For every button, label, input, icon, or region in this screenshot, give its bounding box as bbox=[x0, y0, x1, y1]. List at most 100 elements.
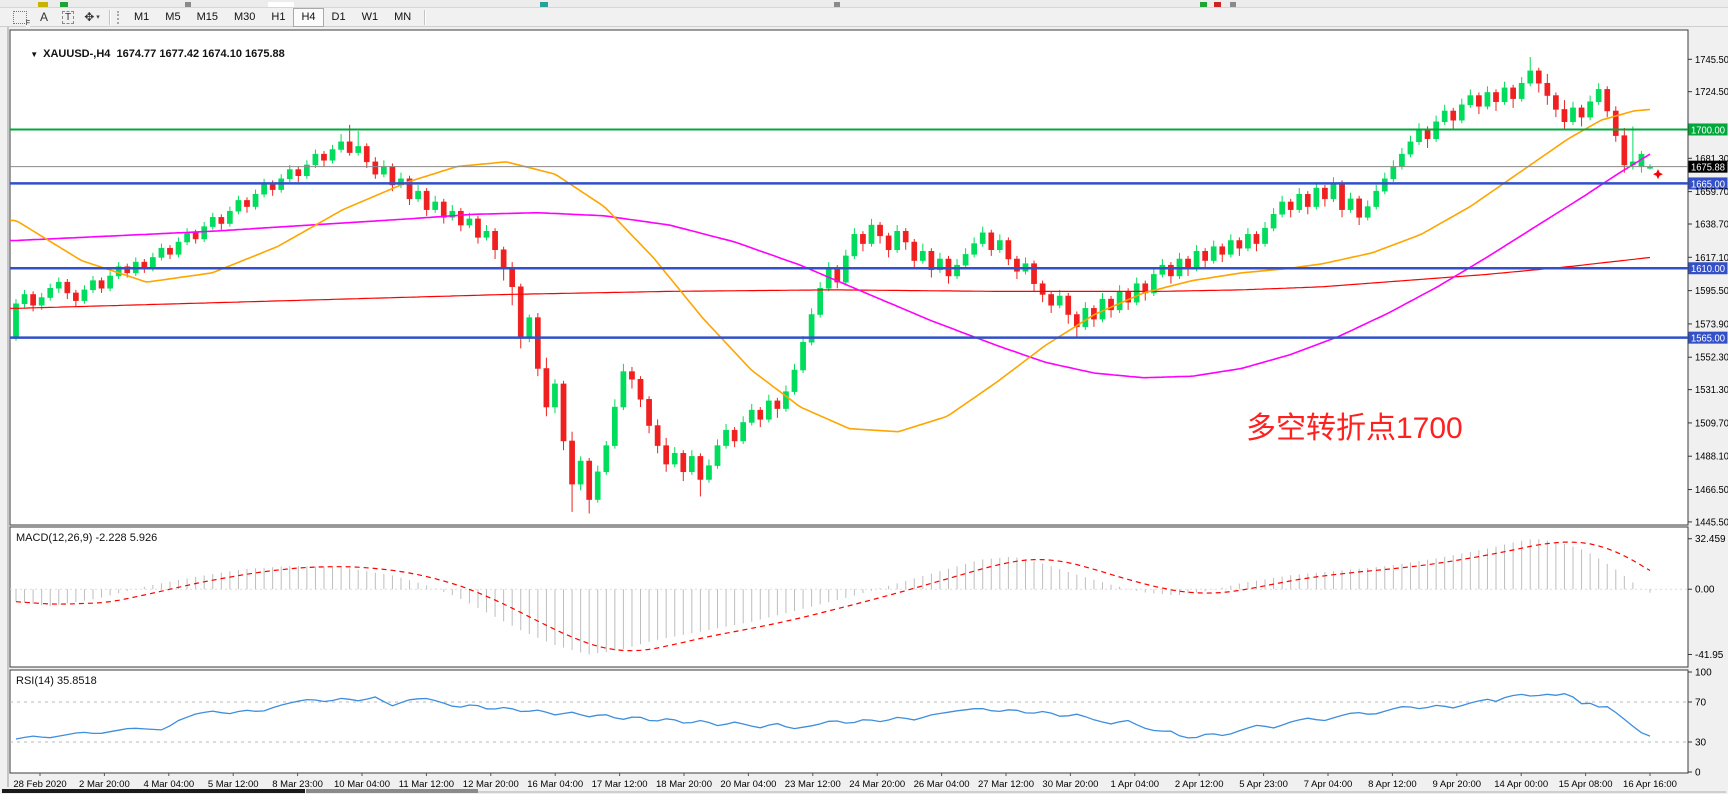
main-pane[interactable] bbox=[9, 29, 1689, 526]
timeframe-button-m30[interactable]: M30 bbox=[226, 8, 263, 27]
svg-text:5 Apr 23:00: 5 Apr 23:00 bbox=[1239, 779, 1288, 790]
toolbar-icon-fragment bbox=[60, 2, 68, 7]
svg-text:2 Apr 12:00: 2 Apr 12:00 bbox=[1175, 779, 1224, 790]
rsi-indicator: 100 70 30 0 bbox=[10, 668, 1712, 779]
timeframe-button-d1[interactable]: D1 bbox=[324, 8, 354, 27]
svg-text:14 Apr 00:00: 14 Apr 00:00 bbox=[1494, 779, 1548, 790]
svg-text:12 Mar 20:00: 12 Mar 20:00 bbox=[463, 779, 519, 790]
svg-text:1610.00: 1610.00 bbox=[1691, 264, 1725, 275]
timeframe-button-h1[interactable]: H1 bbox=[263, 8, 293, 27]
svg-text:32.459: 32.459 bbox=[1695, 534, 1726, 545]
svg-text:30 Mar 20:00: 30 Mar 20:00 bbox=[1042, 779, 1098, 790]
svg-text:9 Apr 20:00: 9 Apr 20:00 bbox=[1432, 779, 1481, 790]
svg-text:15 Apr 08:00: 15 Apr 08:00 bbox=[1559, 779, 1613, 790]
grid-f-icon[interactable]: F bbox=[8, 9, 32, 27]
svg-text:7 Apr 04:00: 7 Apr 04:00 bbox=[1304, 779, 1353, 790]
price-tag-1700.00 bbox=[1688, 123, 1728, 136]
svg-text:100: 100 bbox=[1695, 668, 1712, 679]
macd-indicator: 32.459 0.00 -41.95 bbox=[10, 534, 1726, 661]
ma-slow-red-line bbox=[10, 256, 1651, 309]
collapse-chart-caret[interactable]: ▼ bbox=[30, 50, 39, 59]
svg-text:16 Apr 16:00: 16 Apr 16:00 bbox=[1623, 779, 1677, 790]
sell-arrow-marker bbox=[1653, 169, 1663, 180]
svg-text:1445.50: 1445.50 bbox=[1695, 517, 1728, 528]
svg-text:0: 0 bbox=[1695, 768, 1701, 779]
toolbar-icon-fragment bbox=[1200, 2, 1207, 7]
rsi-line bbox=[15, 693, 1651, 740]
price-axis[interactable]: 1700.00 1675.88 1665.00 1610.00 1565.00 1745.… bbox=[1688, 55, 1728, 529]
text-box-icon[interactable]: T bbox=[56, 9, 80, 26]
svg-text:18 Mar 20:00: 18 Mar 20:00 bbox=[656, 779, 712, 790]
timeframe-button-mn[interactable]: MN bbox=[386, 8, 419, 27]
toolbar-icon-fragment bbox=[834, 2, 840, 7]
svg-text:1531.30: 1531.30 bbox=[1695, 385, 1728, 396]
svg-text:1509.70: 1509.70 bbox=[1695, 418, 1728, 429]
timeframe-button-w1[interactable]: W1 bbox=[354, 8, 387, 27]
ohlc-low: 1674.10 bbox=[202, 48, 242, 60]
pane-backgrounds bbox=[7, 27, 1689, 787]
svg-text:0.00: 0.00 bbox=[1695, 585, 1715, 596]
annotation-text: 多空转折点1700 bbox=[1246, 412, 1463, 445]
toolbar-drag-handle[interactable] bbox=[117, 10, 122, 24]
svg-text:-41.95: -41.95 bbox=[1695, 650, 1724, 661]
svg-text:1700.00: 1700.00 bbox=[1691, 125, 1725, 136]
toolbar-icon-fragment bbox=[540, 2, 548, 7]
svg-text:1552.30: 1552.30 bbox=[1695, 353, 1728, 364]
svg-text:1488.10: 1488.10 bbox=[1695, 452, 1728, 463]
svg-text:1 Apr 04:00: 1 Apr 04:00 bbox=[1110, 779, 1159, 790]
timeframe-button-group: M1 M5 M15 M30 H1 H4 D1 W1 MN bbox=[126, 7, 419, 27]
svg-text:1665.00: 1665.00 bbox=[1691, 179, 1725, 190]
svg-text:5 Mar 12:00: 5 Mar 12:00 bbox=[208, 779, 259, 790]
macd-pane[interactable] bbox=[9, 526, 1689, 668]
svg-text:1617.10: 1617.10 bbox=[1695, 253, 1728, 264]
chart-title: ▼ XAUUSD-,H4 1674.77 1677.42 1674.10 1675… bbox=[18, 36, 285, 72]
timeframe-button-h4[interactable]: H4 bbox=[293, 7, 324, 27]
text-a-icon[interactable]: A bbox=[39, 10, 48, 24]
candlesticks bbox=[13, 56, 1653, 514]
svg-text:1595.50: 1595.50 bbox=[1695, 286, 1728, 297]
window-top-sliver bbox=[0, 0, 1728, 8]
svg-text:1565.00: 1565.00 bbox=[1691, 334, 1725, 345]
svg-text:27 Mar 12:00: 27 Mar 12:00 bbox=[978, 779, 1034, 790]
ohlc-close: 1675.88 bbox=[245, 48, 285, 60]
svg-text:23 Mar 12:00: 23 Mar 12:00 bbox=[785, 779, 841, 790]
horizontal-level-lines[interactable] bbox=[10, 128, 1688, 339]
macd-label: MACD(12,26,9) -2.228 5.926 bbox=[16, 532, 158, 544]
svg-text:1659.70: 1659.70 bbox=[1695, 187, 1728, 198]
toolbar-icon-fragment bbox=[38, 2, 48, 7]
svg-text:1573.90: 1573.90 bbox=[1695, 319, 1728, 330]
symbol-timeframe-label: XAUUSD-,H4 bbox=[43, 48, 111, 60]
ma-fast-orange-line bbox=[10, 108, 1651, 433]
svg-text:1724.50: 1724.50 bbox=[1695, 87, 1728, 98]
timeframe-button-m1[interactable]: M1 bbox=[126, 8, 157, 27]
svg-text:24 Mar 20:00: 24 Mar 20:00 bbox=[849, 779, 905, 790]
ohlc-high: 1677.42 bbox=[159, 48, 200, 60]
svg-text:1745.50: 1745.50 bbox=[1695, 55, 1728, 66]
macd-signal-line bbox=[15, 541, 1651, 652]
svg-text:11 Mar 12:00: 11 Mar 12:00 bbox=[399, 779, 454, 790]
svg-text:26 Mar 04:00: 26 Mar 04:00 bbox=[914, 779, 970, 790]
svg-text:4 Mar 04:00: 4 Mar 04:00 bbox=[143, 779, 194, 790]
rsi-pane[interactable] bbox=[9, 669, 1689, 774]
timeframe-button-m15[interactable]: M15 bbox=[189, 8, 226, 27]
dropdown-caret-icon[interactable]: ▾ bbox=[96, 14, 100, 21]
ohlc-open: 1674.77 bbox=[116, 48, 157, 60]
svg-text:10 Mar 04:00: 10 Mar 04:00 bbox=[334, 779, 390, 790]
horizontal-scrollbar[interactable] bbox=[2, 789, 1726, 793]
toolbar-separator bbox=[424, 9, 427, 25]
svg-text:20 Mar 04:00: 20 Mar 04:00 bbox=[720, 779, 776, 790]
chart-canvas[interactable]: 1700.00 1675.88 1665.00 1610.00 1565.00 1745.… bbox=[0, 27, 1728, 794]
price-tag-1665.00 bbox=[1688, 177, 1728, 190]
svg-text:2 Mar 20:00: 2 Mar 20:00 bbox=[79, 779, 130, 790]
time-axis[interactable]: 28 Feb 2020 2 Mar 20:00 4 Mar 04:00 5 Mar 1… bbox=[13, 773, 1677, 790]
toolbar-icon-fragment bbox=[1230, 2, 1236, 7]
chart-shift-icon[interactable]: ✥ ▾ bbox=[84, 10, 100, 24]
ma-mid-magenta-line bbox=[10, 153, 1651, 379]
timeframe-button-m5[interactable]: M5 bbox=[157, 8, 188, 27]
price-tag-1610.00 bbox=[1688, 262, 1728, 275]
toolbar-separator bbox=[109, 9, 111, 25]
rsi-label: RSI(14) 35.8518 bbox=[16, 675, 97, 687]
price-tag-1565.00 bbox=[1688, 331, 1728, 344]
svg-text:1675.88: 1675.88 bbox=[1691, 163, 1725, 174]
